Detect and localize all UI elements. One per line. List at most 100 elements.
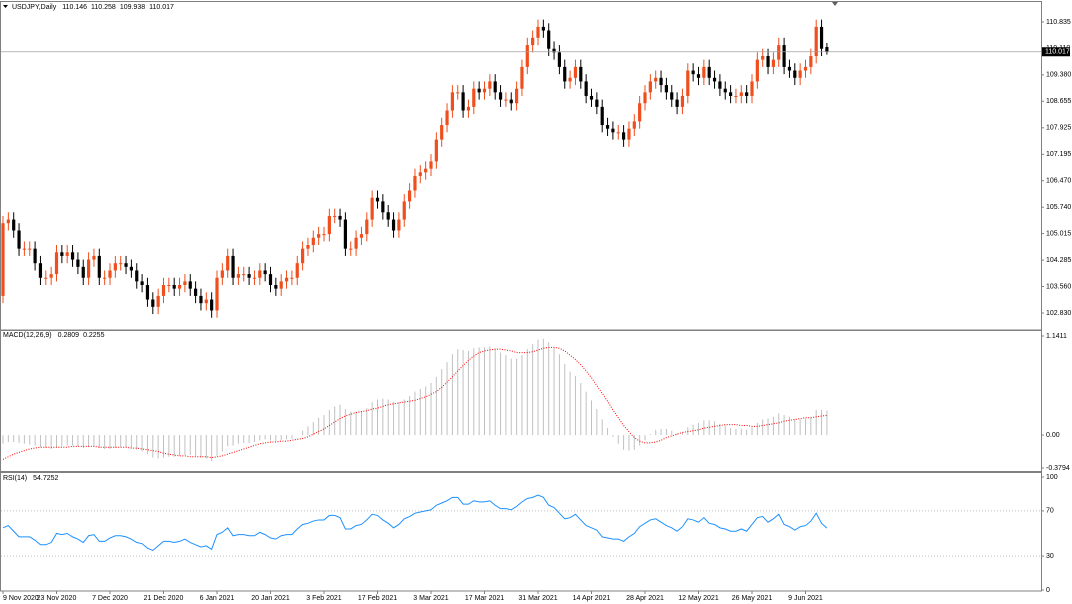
candle-body [129,266,133,271]
candle-body [648,81,652,93]
macd-panel [0,330,1042,472]
y-tick-label: 106.470 [1046,178,1071,185]
candle-body [81,266,85,278]
candle-body [172,285,176,289]
candle-body [552,48,556,53]
candle-body [220,270,224,278]
candle-body [434,139,438,162]
candle-body [605,125,610,129]
indicator-line [2,494,828,552]
candle-body [686,70,690,96]
panel-menu-arrow[interactable] [3,5,8,8]
candle-body [343,219,347,249]
panel-title: RSI(14) [3,475,27,482]
candle-body [456,92,460,94]
candle-body [755,59,759,82]
candle-body [317,234,321,238]
candle-body [327,215,331,235]
x-tick-label: 23 Nov 2020 [37,595,77,602]
candle-body [600,106,604,126]
candle-body [97,255,101,278]
candle-body [803,66,808,71]
y-tick-label: 1.1411 [1046,333,1067,340]
candle-body [675,99,679,107]
candle-body [210,299,214,311]
candle-body [579,66,583,82]
candle-body [702,66,706,78]
candle-body [103,277,107,279]
candle-body [92,255,96,260]
candle-body [65,252,69,256]
y-tick-label: 0.00 [1046,432,1060,439]
signal-line [2,346,827,460]
candle-body [161,285,166,296]
candle-body [819,26,824,49]
candle-body [734,95,738,97]
candle-body [386,212,390,220]
candle-body [375,197,380,202]
candle-body [638,103,642,122]
candle-body [670,92,674,100]
candle-body [424,168,428,173]
candle-body [573,66,578,78]
candle-body [643,92,647,104]
x-tick-label: 20 Jan 2021 [251,595,290,602]
candle-body [504,99,508,101]
candle-body [338,215,342,220]
candle-body [402,201,406,220]
candle-body [568,77,572,82]
candle-body [322,234,326,236]
panel-value: 109.938 [120,4,145,11]
candle-body [531,37,535,46]
candle-body [787,66,792,71]
candle-body [680,95,685,107]
x-tick-label: 9 Jun 2021 [788,595,823,602]
candle-body [627,128,631,140]
candle-body [44,277,48,279]
candle-body [6,219,10,224]
candle-body [712,77,717,82]
candle-body [199,295,203,304]
candle-body [771,59,775,67]
candle-body [33,248,37,264]
x-tick-label: 14 Apr 2021 [573,595,611,602]
candle-body [252,277,257,279]
candle-body [183,281,187,286]
candle-body [408,190,412,202]
candle-body [349,248,353,250]
candle-body [151,299,155,307]
candle-body [520,66,524,89]
candle-body [226,255,230,271]
candle-body [622,132,626,140]
candle-body [113,263,117,271]
x-tick-label: 26 May 2021 [732,595,773,602]
candle-body [258,270,262,278]
panel-value: 110.146 [62,4,87,11]
candle-body [397,219,401,231]
x-tick-label: 21 Dec 2020 [144,595,184,602]
candle-body [333,215,337,217]
x-tick-label: 31 Mar 2021 [518,595,557,602]
candle-body [188,281,192,289]
candle-body [1,223,5,296]
candle-body [194,288,198,296]
candle-body [696,74,701,78]
y-tick-label: 70 [1046,508,1054,515]
candle-body [718,81,722,89]
candle-body [482,88,487,93]
candle-body [70,252,75,260]
candle-body [370,197,374,220]
candle-body [466,106,471,111]
candle-body [108,270,112,278]
candle-body [301,248,305,264]
candle-body [493,81,497,93]
candle-body [525,45,529,67]
candle-body [17,230,21,249]
y-tick-label: 108.655 [1046,98,1071,105]
candle-body [311,237,315,246]
candle-body [536,26,540,38]
candle-body [616,132,620,134]
candle-body [461,92,465,111]
